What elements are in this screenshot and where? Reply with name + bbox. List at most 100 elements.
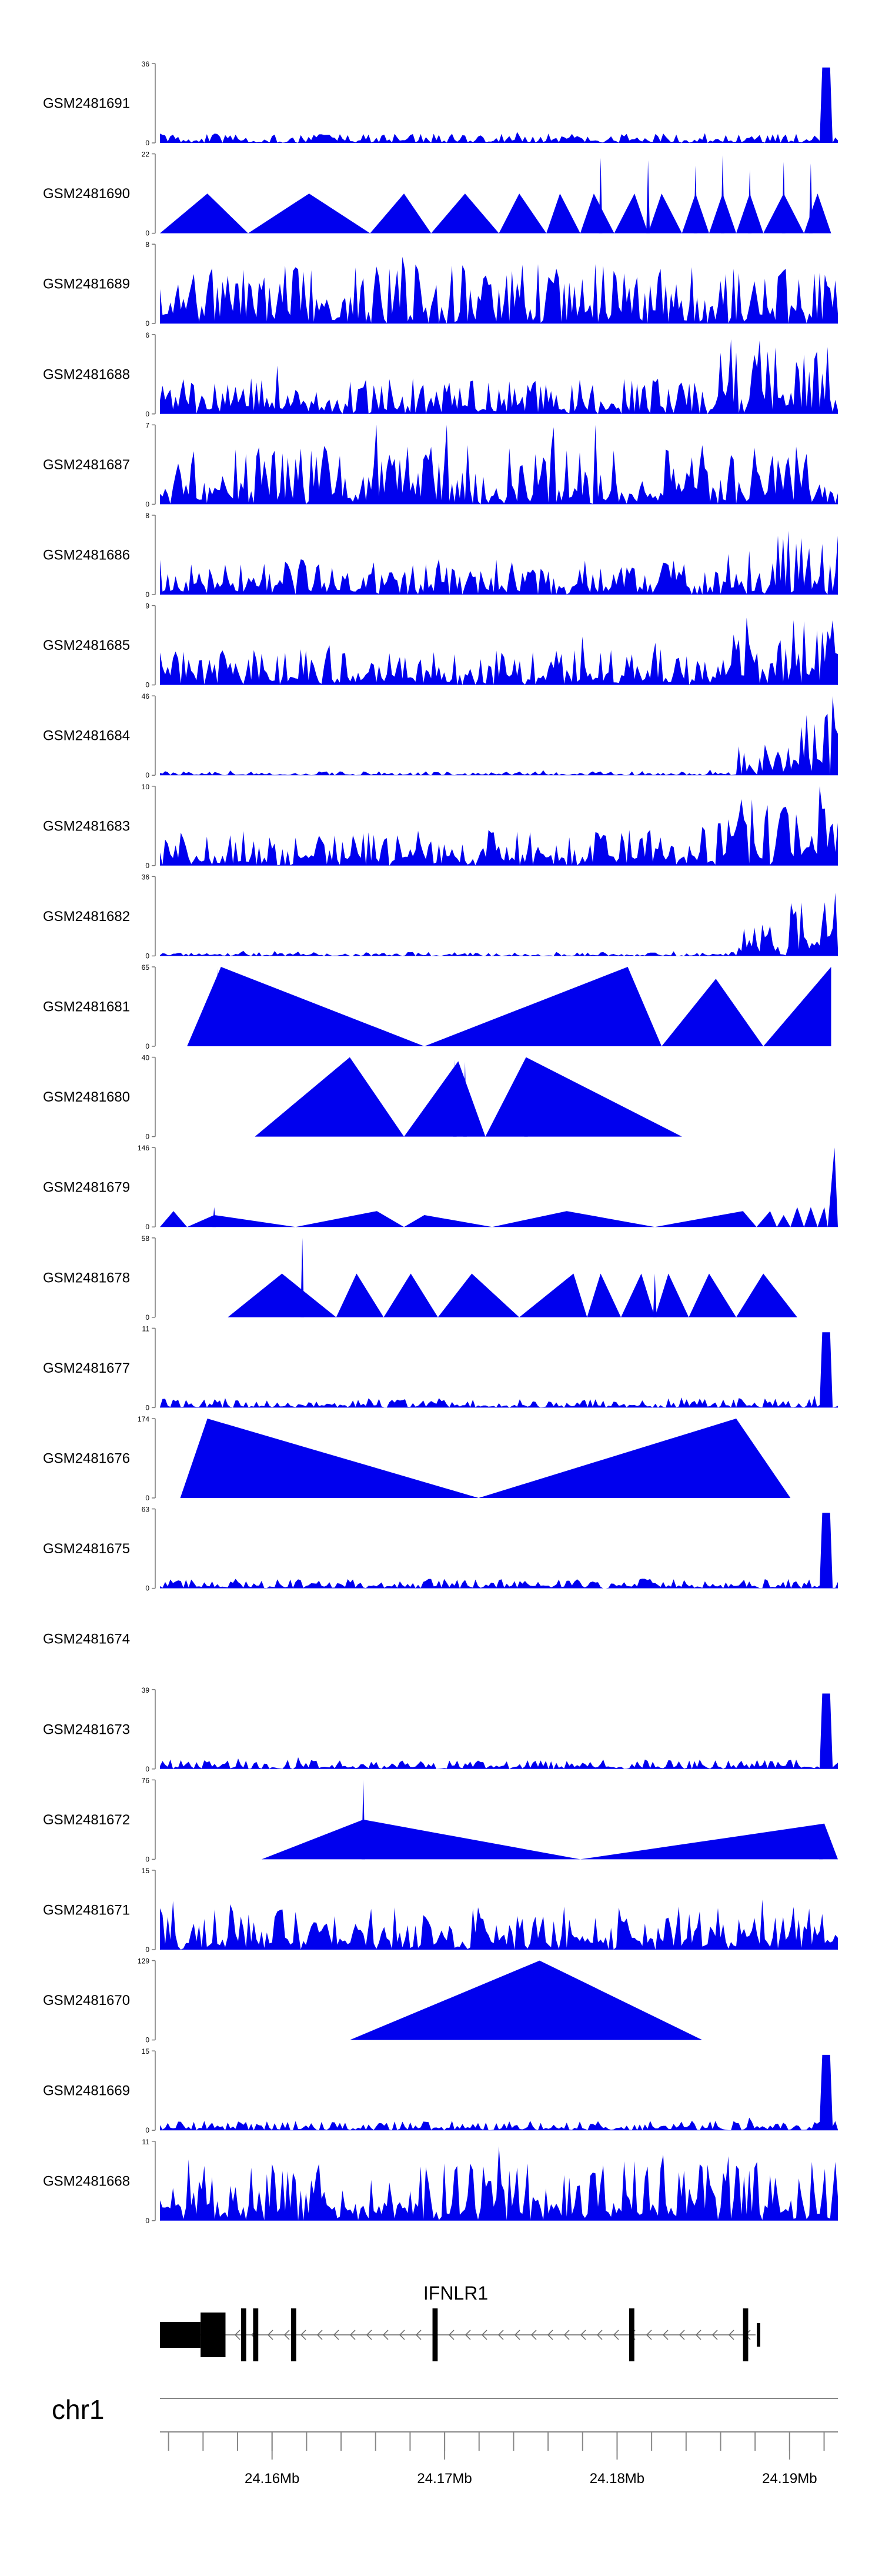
strand-chevron <box>316 2330 323 2340</box>
y-max-label: 65 <box>142 963 150 972</box>
y-max-label: 22 <box>142 151 150 159</box>
coverage-area <box>160 256 838 324</box>
peak-1 <box>248 193 370 233</box>
exon <box>432 2308 438 2361</box>
strand-chevron <box>662 2330 669 2340</box>
y-min-label: 0 <box>145 1765 149 1773</box>
peak-2 <box>383 1273 438 1317</box>
y-min-label: 0 <box>145 952 149 960</box>
track-GSM2481672: GSM2481672 76 0 <box>43 1776 838 1863</box>
peak-0 <box>180 1419 479 1498</box>
y-min-label: 0 <box>145 139 149 147</box>
track-GSM2481676: GSM2481676 174 0 <box>43 1415 791 1502</box>
peak-6 <box>621 1273 655 1317</box>
peak-7 <box>654 1273 689 1317</box>
track-GSM2481687: GSM2481687 7 0 <box>43 421 838 508</box>
track-GSM2481674: GSM2481674 <box>43 1631 130 1647</box>
track-GSM2481691: GSM2481691 36 0 <box>43 60 838 147</box>
peak-0 <box>187 967 425 1046</box>
peak-13 <box>804 193 831 233</box>
strand-chevron <box>711 2330 718 2340</box>
coverage-area <box>160 530 838 595</box>
y-min-label: 0 <box>145 2036 149 2044</box>
peak-11 <box>827 1147 838 1227</box>
strand-chevron <box>728 2330 734 2340</box>
track-GSM2481671: GSM2481671 15 0 <box>43 1867 838 1954</box>
coverage-area <box>160 618 838 685</box>
y-max-label: 63 <box>142 1506 150 1514</box>
y-min-label: 0 <box>145 1494 149 1502</box>
coverage-area <box>160 425 838 505</box>
y-min-label: 0 <box>145 1855 149 1863</box>
spike-1 <box>463 1062 467 1137</box>
y-min-label: 0 <box>145 590 149 599</box>
spike-0 <box>300 1237 305 1317</box>
peak-3 <box>437 1273 520 1317</box>
tick-label: 24.17Mb <box>417 2471 472 2487</box>
peak-4 <box>492 1211 655 1227</box>
peak-0 <box>261 1819 580 1860</box>
strand-chevron <box>300 2330 306 2340</box>
track-label: GSM2481668 <box>43 2173 130 2189</box>
coverage-area <box>160 2146 838 2221</box>
track-label: GSM2481691 <box>43 96 130 112</box>
peak-0 <box>160 193 248 233</box>
y-max-label: 10 <box>142 783 150 791</box>
track-GSM2481678: GSM2481678 58 0 <box>43 1234 797 1322</box>
exon <box>253 2308 259 2361</box>
y-min-label: 0 <box>145 862 149 870</box>
peak-1 <box>336 1273 384 1317</box>
peak-6 <box>580 193 614 233</box>
coverage-area <box>160 1513 838 1589</box>
track-GSM2481689: GSM2481689 8 0 <box>43 241 838 328</box>
exon <box>240 2308 246 2361</box>
coverage-area <box>160 67 838 143</box>
peak-1 <box>187 1214 296 1227</box>
y-max-label: 11 <box>142 2138 150 2146</box>
strand-chevron <box>497 2330 504 2340</box>
strand-chevron <box>382 2330 389 2340</box>
strand-chevron <box>646 2330 652 2340</box>
track-label: GSM2481680 <box>43 1089 130 1105</box>
track-label: GSM2481689 <box>43 276 130 292</box>
y-min-label: 0 <box>145 500 149 508</box>
y-max-label: 146 <box>138 1144 149 1152</box>
strand-chevron <box>267 2330 273 2340</box>
y-max-label: 6 <box>145 331 149 339</box>
y-max-label: 40 <box>142 1054 150 1062</box>
track-label: GSM2481687 <box>43 457 130 473</box>
track-GSM2481681: GSM2481681 65 0 <box>43 963 831 1050</box>
y-max-label: 11 <box>142 1324 150 1333</box>
peak-2 <box>295 1211 405 1227</box>
track-label: GSM2481682 <box>43 909 130 925</box>
coverage-area <box>160 786 838 866</box>
y-max-label: 7 <box>145 421 149 429</box>
track-GSM2481670: GSM2481670 129 0 <box>43 1957 703 2044</box>
peak-0 <box>349 1960 703 2040</box>
strand-chevron <box>563 2330 570 2340</box>
peak-3 <box>431 193 499 233</box>
track-GSM2481690: GSM2481690 22 0 <box>43 151 831 238</box>
gene-exons <box>160 2308 760 2361</box>
coverage-area <box>160 1899 838 1950</box>
track-GSM2481688: GSM2481688 6 0 <box>43 331 838 418</box>
y-min-label: 0 <box>145 1042 149 1050</box>
track-label: GSM2481681 <box>43 999 130 1015</box>
y-max-label: 129 <box>138 1957 149 1966</box>
y-max-label: 36 <box>142 873 150 881</box>
coverage-area <box>160 2054 838 2131</box>
peak-6 <box>756 1211 777 1227</box>
strand-chevron <box>530 2330 537 2340</box>
exon-coding <box>201 2313 226 2357</box>
coverage-area <box>160 893 838 956</box>
gene-track: IFNLR1 <box>160 2283 760 2361</box>
y-min-label: 0 <box>145 1133 149 1141</box>
track-label: GSM2481685 <box>43 638 130 653</box>
track-label: GSM2481684 <box>43 728 130 744</box>
track-GSM2481683: GSM2481683 10 0 <box>43 783 838 870</box>
peak-3 <box>763 967 831 1046</box>
track-GSM2481682: GSM2481682 36 0 <box>43 873 838 960</box>
peak-3 <box>404 1214 492 1227</box>
track-label: GSM2481670 <box>43 1993 130 2008</box>
